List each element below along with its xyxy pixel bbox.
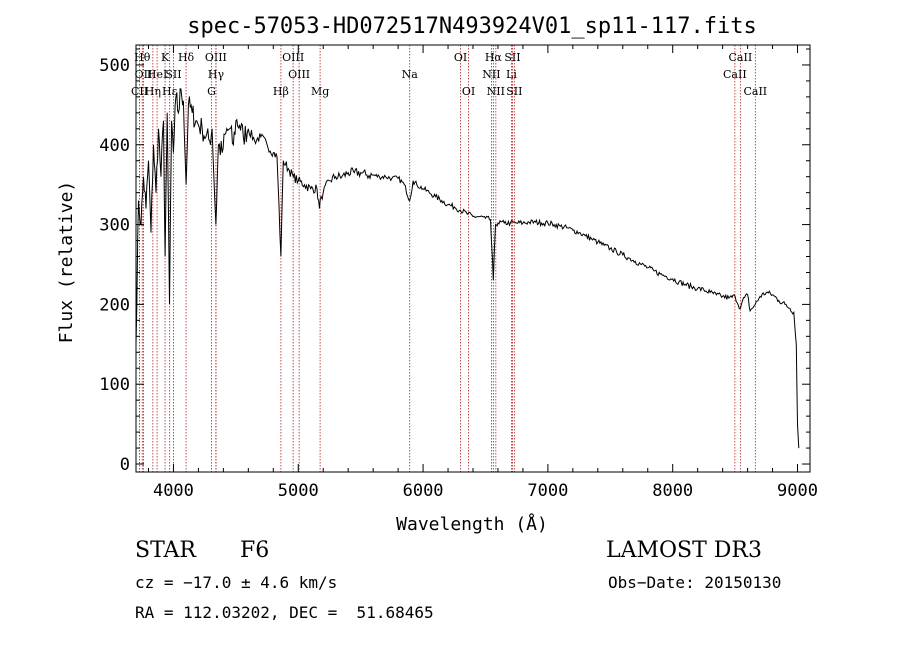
line-label-18: OI (462, 85, 475, 98)
coords-text: RA = 112.03202, DEC = 51.68465 (135, 603, 434, 622)
y-tick-label-0: 0 (120, 455, 130, 475)
y-axis-ticks: 0 100 200 300 400 500 (99, 48, 810, 475)
line-labels: CII Hθ OII Hη HeI K Hε SII Hδ OIII Hγ G OIII OIII Hβ Mg… (131, 51, 767, 98)
plot-frame (135, 44, 811, 473)
line-label-24: SII (506, 85, 522, 98)
x-tick-label-6000: 6000 (403, 481, 444, 501)
line-label-1: Hθ (134, 51, 151, 64)
line-label-23: Li (506, 68, 517, 81)
line-label-12: OIII (282, 51, 304, 64)
x-axis-label: Wavelength (Å) (396, 513, 548, 535)
subclass-label: F6 (240, 538, 270, 563)
survey-label: LAMOST DR3 (606, 538, 762, 563)
line-label-27: CaII (743, 85, 767, 98)
x-axis-ticks: 4000 5000 6000 7000 8000 9000 (147, 45, 818, 501)
line-label-6: Hε (162, 85, 178, 98)
line-label-8: Hδ (178, 51, 195, 64)
spectrum-line (135, 88, 800, 449)
line-label-22: SII (504, 51, 520, 64)
y-axis-label: Flux (relative) (56, 181, 77, 344)
line-label-5: K (161, 51, 170, 64)
line-label-25: CaII (729, 51, 753, 64)
line-label-13: OIII (288, 68, 310, 81)
obs-date-text: Obs−Date: 20150130 (608, 573, 782, 592)
redshift-text: cz = −17.0 ± 4.6 km/s (135, 573, 338, 592)
line-label-20: NII (482, 68, 500, 81)
line-label-16: Na (402, 68, 419, 81)
line-label-10: Hγ (208, 68, 225, 81)
line-label-15: Mg (311, 85, 329, 98)
line-label-2: OII (135, 68, 153, 81)
line-label-7: SII (165, 68, 181, 81)
line-label-9: OIII (205, 51, 227, 64)
line-label-0: CII (131, 85, 148, 98)
y-tick-label-500: 500 (99, 56, 130, 76)
line-label-26: CaII (723, 68, 747, 81)
y-tick-label-300: 300 (99, 216, 130, 236)
x-tick-label-9000: 9000 (777, 481, 818, 501)
y-tick-label-200: 200 (99, 295, 130, 315)
x-tick-label-5000: 5000 (278, 481, 319, 501)
x-tick-label-7000: 7000 (527, 481, 568, 501)
x-tick-label-8000: 8000 (652, 481, 693, 501)
line-label-21: NII (487, 85, 505, 98)
line-label-14: Hβ (273, 85, 289, 98)
line-markers (139, 45, 756, 472)
x-tick-label-4000: 4000 (153, 481, 194, 501)
line-label-4: HeI (147, 68, 167, 81)
y-tick-label-100: 100 (99, 375, 130, 395)
line-label-19: Hα (485, 51, 503, 64)
class-label: STAR (135, 538, 196, 563)
line-label-3: Hη (145, 85, 161, 98)
line-label-11: G (207, 85, 216, 98)
line-label-17: OI (454, 51, 467, 64)
chart-title: spec-57053-HD072517N493924V01_sp11-117.f… (187, 14, 757, 39)
y-tick-label-400: 400 (99, 136, 130, 156)
